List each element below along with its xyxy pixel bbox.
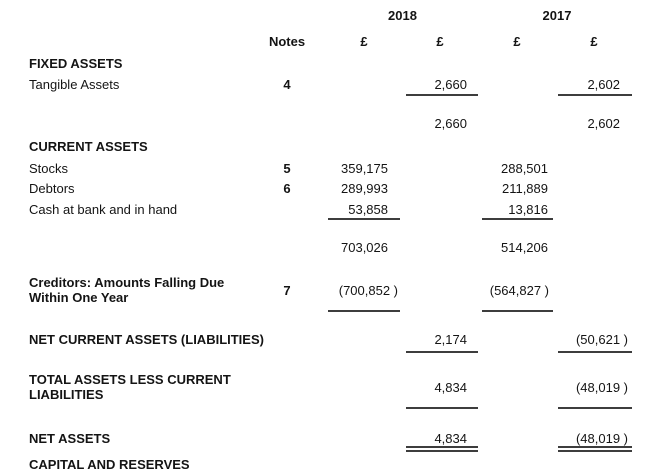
total-assets-underline-row: [0, 407, 652, 409]
debtors-label: Debtors: [29, 181, 75, 196]
cash-at-bank-2018-value: 53,858: [348, 202, 388, 217]
column-header-year-2017: 2017: [542, 8, 572, 23]
cash-at-bank-row: Cash at bank and in hand 53,858 13,816: [0, 202, 652, 217]
creditors-2017-value: (564,827 ): [489, 282, 549, 298]
talcl-2018-value: 4,834: [434, 379, 467, 395]
current-assets-total-2018-value: 703,026: [341, 240, 388, 255]
fixed-assets-total-row: 2,660 2,602: [0, 116, 652, 131]
underline-2017-total: [558, 407, 632, 409]
underline-2017-total: [558, 351, 632, 353]
creditors-row: Creditors: Amounts Falling Due Within On…: [0, 275, 652, 305]
tangible-assets-underline-row: [0, 94, 652, 96]
underline-2017-detail: [482, 310, 553, 312]
current-assets-total-2017-value: 514,206: [501, 240, 548, 255]
net-current-assets-row: NET CURRENT ASSETS (LIABILITIES) 2,174 (…: [0, 332, 652, 347]
stocks-2018-value: 359,175: [341, 161, 388, 176]
debtors-2017-value: 211,889: [501, 181, 548, 196]
stocks-row: Stocks 5 359,175 288,501: [0, 161, 652, 176]
underline-2017-detail: [482, 218, 553, 220]
total-assets-less-current-liabilities-label: TOTAL ASSETS LESS CURRENT LIABILITIES: [0, 372, 267, 402]
section-heading-fixed-assets-row: FIXED ASSETS: [0, 56, 652, 71]
creditors-note: 7: [283, 282, 291, 298]
current-assets-underline-row: [0, 218, 652, 220]
net-current-assets-2017-value: (50,621 ): [575, 332, 628, 347]
debtors-row: Debtors 6 289,993 211,889: [0, 181, 652, 196]
column-header-year-2018: 2018: [388, 8, 417, 23]
talcl-label-line2: LIABILITIES: [29, 387, 104, 402]
underline-2018-total: [406, 94, 478, 96]
underline-2018-total: [406, 407, 478, 409]
creditors-label: Creditors: Amounts Falling Due Within On…: [0, 275, 267, 305]
currency-symbol-2018-detail: £: [360, 34, 368, 49]
stocks-2017-value: 288,501: [501, 161, 548, 176]
debtors-2018-value: 289,993: [341, 181, 388, 196]
underline-2018-detail: [328, 218, 400, 220]
column-header-notes: Notes: [268, 34, 306, 49]
double-underline-2018-total: [406, 446, 478, 452]
tangible-assets-note: 4: [283, 77, 291, 92]
double-underline-2017-total: [558, 446, 632, 452]
talcl-2017-value: (48,019 ): [575, 379, 628, 395]
column-header-row: Notes £ £ £ £: [0, 34, 652, 49]
net-assets-2017-value: (48,019 ): [575, 431, 628, 446]
net-current-assets-2018-value: 2,174: [434, 332, 467, 347]
year-header-row: 2018 2017: [0, 8, 652, 23]
creditors-label-line2: Within One Year: [29, 290, 129, 305]
creditors-label-line1: Creditors: Amounts Falling Due: [29, 275, 225, 290]
currency-symbol-2018-total: £: [436, 34, 444, 49]
net-assets-double-underline-row: [0, 446, 652, 452]
stocks-label: Stocks: [29, 161, 69, 176]
current-assets-total-row: 703,026 514,206: [0, 240, 652, 255]
tangible-assets-2017-value: 2,602: [587, 77, 620, 92]
stocks-note: 5: [283, 161, 291, 176]
section-heading-current-assets-row: CURRENT ASSETS: [0, 139, 652, 154]
net-assets-2018-value: 4,834: [434, 431, 467, 446]
debtors-note: 6: [283, 181, 291, 196]
currency-symbol-2017-total: £: [590, 34, 598, 49]
underline-2018-total: [406, 351, 478, 353]
fixed-assets-heading: FIXED ASSETS: [29, 56, 123, 71]
cash-at-bank-2017-value: 13,816: [508, 202, 548, 217]
tangible-assets-label: Tangible Assets: [29, 77, 120, 92]
creditors-2018-value: (700,852 ): [338, 282, 398, 298]
tangible-assets-row: Tangible Assets 4 2,660 2,602: [0, 77, 652, 92]
cash-at-bank-label: Cash at bank and in hand: [29, 202, 178, 217]
currency-symbol-2017-detail: £: [513, 34, 521, 49]
net-assets-label: NET ASSETS: [29, 431, 111, 446]
creditors-underline-row: [0, 310, 652, 312]
net-assets-row: NET ASSETS 4,834 (48,019 ): [0, 431, 652, 446]
fixed-assets-total-2018-value: 2,660: [434, 116, 467, 131]
underline-2018-detail: [328, 310, 400, 312]
fixed-assets-total-2017-value: 2,602: [587, 116, 620, 131]
current-assets-heading: CURRENT ASSETS: [29, 139, 148, 154]
net-current-assets-underline-row: [0, 351, 652, 353]
talcl-label-line1: TOTAL ASSETS LESS CURRENT: [29, 372, 231, 387]
tangible-assets-2018-value: 2,660: [434, 77, 467, 92]
underline-2017-total: [558, 94, 632, 96]
total-assets-less-current-liabilities-row: TOTAL ASSETS LESS CURRENT LIABILITIES 4,…: [0, 372, 652, 402]
net-current-assets-label: NET CURRENT ASSETS (LIABILITIES): [29, 332, 264, 347]
